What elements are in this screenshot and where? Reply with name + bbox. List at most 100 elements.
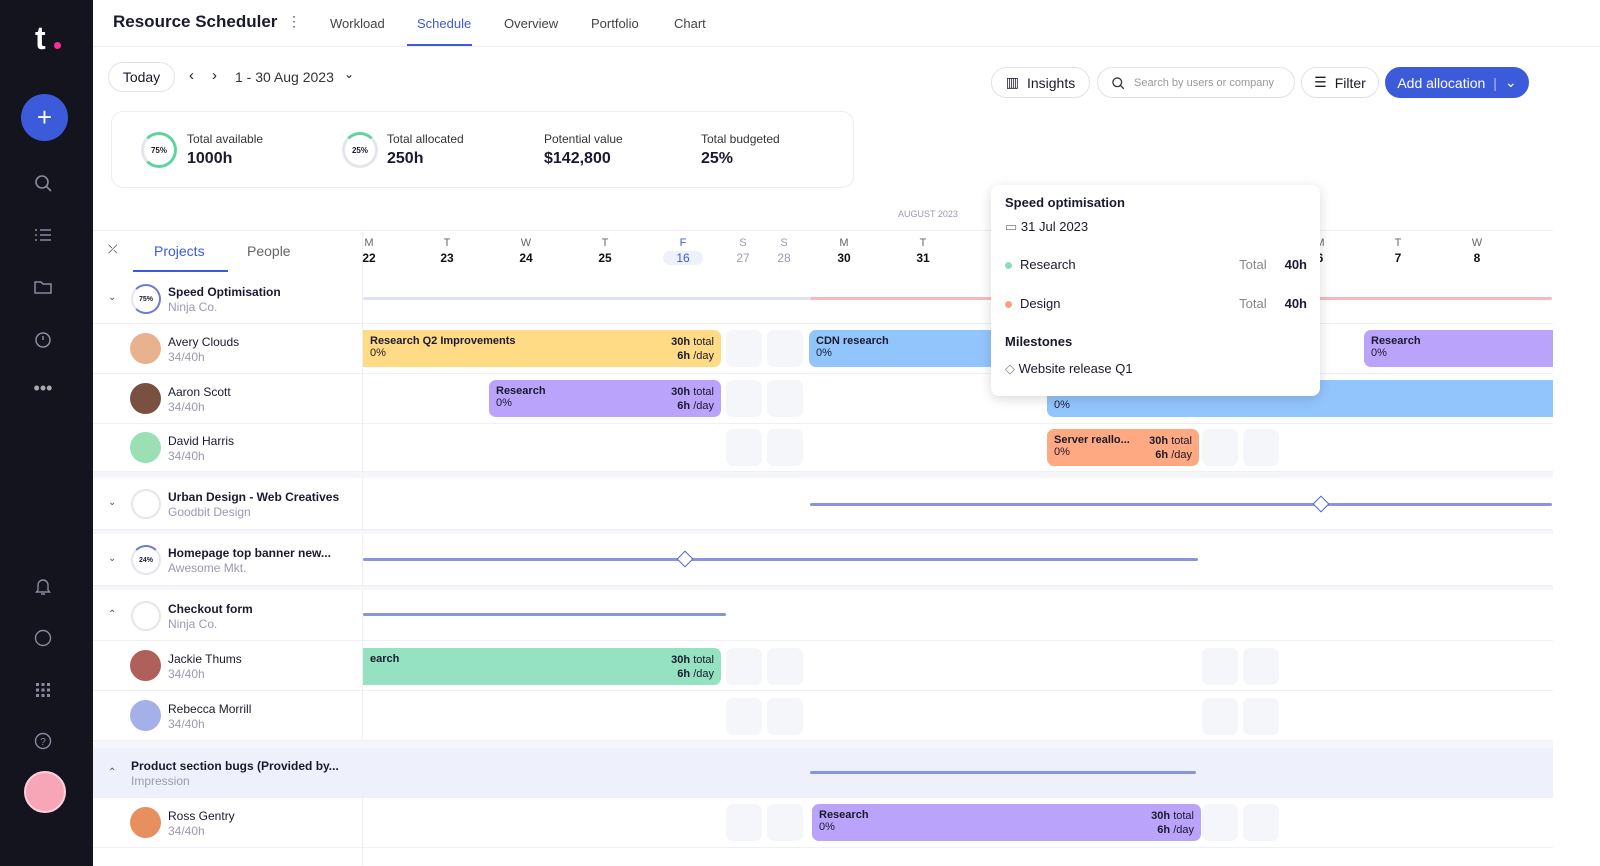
tab-projects[interactable]: Projects xyxy=(154,243,205,259)
group-gap xyxy=(93,472,1553,478)
tab-portfolio[interactable]: Portfolio xyxy=(591,16,639,31)
person-row[interactable] xyxy=(93,641,1553,691)
insights-button[interactable]: ▥ Insights xyxy=(991,67,1090,98)
title-menu-icon[interactable]: ⋮ xyxy=(287,13,301,29)
project-client: Awesome Mkt. xyxy=(168,561,247,575)
project-row[interactable] xyxy=(93,478,1553,530)
tab-overview[interactable]: Overview xyxy=(504,16,559,31)
chevron-down-icon[interactable]: ⌄ xyxy=(108,553,117,564)
bar-percent: 0% xyxy=(816,347,832,359)
allocation-bar[interactable]: earch 30h total 6h /day xyxy=(363,648,721,685)
timer-icon[interactable] xyxy=(32,328,54,350)
person-row[interactable] xyxy=(93,374,1553,424)
search-input[interactable]: Search by users or company xyxy=(1097,67,1295,98)
stat-value: $142,800 xyxy=(544,150,611,167)
progress-ring: 75% xyxy=(131,284,161,314)
bar-percent: 0% xyxy=(1054,399,1070,411)
day-column-header: T 23 xyxy=(440,237,454,265)
project-name: Speed Optimisation xyxy=(168,285,281,299)
timeline xyxy=(363,558,1198,561)
person-name: Jackie Thums xyxy=(168,652,242,666)
stat-available: Total available 1000h xyxy=(187,132,263,168)
chevron-up-icon[interactable]: ⌃ xyxy=(108,609,117,620)
avatar xyxy=(130,383,161,414)
list-icon[interactable] xyxy=(32,224,54,246)
more-icon[interactable]: ••• xyxy=(33,378,53,398)
tab-schedule[interactable]: Schedule xyxy=(417,16,472,31)
avatar xyxy=(130,700,161,731)
available-ring: 75% xyxy=(141,132,177,168)
prev-icon[interactable]: ‹ xyxy=(189,67,194,84)
apps-icon[interactable] xyxy=(32,679,54,701)
chevron-up-icon[interactable]: ⌃ xyxy=(108,767,117,778)
chevron-down-icon[interactable]: ⌄ xyxy=(108,497,117,508)
day-column-header: T 31 xyxy=(916,237,930,265)
filter-label: Filter xyxy=(1334,74,1366,91)
user-avatar[interactable] xyxy=(24,771,66,813)
person-row[interactable] xyxy=(93,798,1553,848)
filter-button[interactable]: ☰ Filter xyxy=(1301,67,1379,98)
create-button[interactable]: + xyxy=(21,94,68,141)
chevron-down-icon[interactable]: ⌄ xyxy=(1504,74,1517,90)
projects-tab-indicator xyxy=(133,270,228,272)
allocation-bar[interactable]: Research 0% 30h total 6h /day xyxy=(489,380,721,417)
chevron-down-icon[interactable]: ⌄ xyxy=(108,292,117,303)
stat-label: Total budgeted xyxy=(701,132,780,146)
person-row[interactable] xyxy=(93,324,1553,374)
person-hours: 34/40h xyxy=(168,350,205,364)
chat-icon[interactable] xyxy=(32,627,54,649)
tab-people[interactable]: People xyxy=(247,243,291,259)
top-bar: Resource Scheduler ⋮ Workload Schedule O… xyxy=(93,0,1600,47)
bar-title: Research xyxy=(819,809,869,821)
stat-value: 250h xyxy=(387,150,424,167)
day-column-header: F 16 xyxy=(663,237,703,265)
project-row[interactable] xyxy=(93,590,1553,641)
date-range[interactable]: 1 - 30 Aug 2023 xyxy=(235,69,334,85)
stat-label: Total available xyxy=(187,132,264,146)
project-name: Homepage top banner new... xyxy=(168,546,331,560)
person-name: Avery Clouds xyxy=(168,335,240,349)
person-name: Ross Gentry xyxy=(168,809,235,823)
weekend-cell xyxy=(767,429,803,466)
group-gap xyxy=(93,586,1553,590)
folder-icon[interactable] xyxy=(32,276,54,298)
weekend-cell xyxy=(767,648,803,685)
project-row[interactable] xyxy=(93,273,1553,324)
person-row[interactable] xyxy=(93,691,1553,741)
chart-icon: ▥ xyxy=(1005,74,1019,90)
next-icon[interactable]: › xyxy=(212,67,217,84)
stat-value: 25% xyxy=(701,150,734,167)
collapse-all-icon[interactable]: ⤫ xyxy=(108,242,118,256)
allocation-bar[interactable]: Server reallo... 0% 30h total 6h /day xyxy=(1047,429,1199,466)
group-gap xyxy=(93,530,1553,534)
allocation-bar[interactable]: Research Q2 Improvements 0% 30h total 6h /d… xyxy=(363,330,721,367)
tab-workload[interactable]: Workload xyxy=(330,16,385,31)
bell-icon[interactable] xyxy=(32,575,54,597)
allocated-ring: 25% xyxy=(342,132,378,168)
progress-ring: 24% xyxy=(131,545,161,575)
project-client: Ninja Co. xyxy=(168,300,218,314)
project-row[interactable] xyxy=(93,534,1553,586)
milestone-item: ◇ Website release Q1 xyxy=(1005,361,1133,376)
add-allocation-button[interactable]: Add allocation | ⌄ xyxy=(1385,67,1529,98)
bar-title: earch xyxy=(370,653,400,665)
search-icon[interactable] xyxy=(32,172,54,194)
allocation-bar[interactable]: Research 0% xyxy=(1364,330,1553,367)
bar-percent: 0% xyxy=(496,397,512,409)
person-row[interactable] xyxy=(93,424,1553,472)
project-name: Product section bugs (Provided by... xyxy=(131,759,339,773)
weekend-cell xyxy=(1243,648,1279,685)
today-button[interactable]: Today xyxy=(108,62,175,92)
day-column-header: W 24 xyxy=(519,237,533,265)
avatar xyxy=(130,650,161,681)
chevron-down-icon[interactable]: ⌄ xyxy=(344,67,355,81)
tab-chart[interactable]: Chart xyxy=(674,16,706,31)
project-name: Urban Design - Web Creatives xyxy=(168,490,340,504)
help-icon[interactable]: ? xyxy=(32,730,54,752)
avatar xyxy=(130,333,161,364)
allocation-bar[interactable]: Research 0% 30h total 6h /day xyxy=(812,804,1201,841)
weekend-cell xyxy=(1202,429,1238,466)
stat-potential: Potential value $142,800 xyxy=(544,132,623,168)
weekend-cell xyxy=(1243,804,1279,841)
allocation-bar[interactable]: CDN research 0% xyxy=(809,330,999,367)
